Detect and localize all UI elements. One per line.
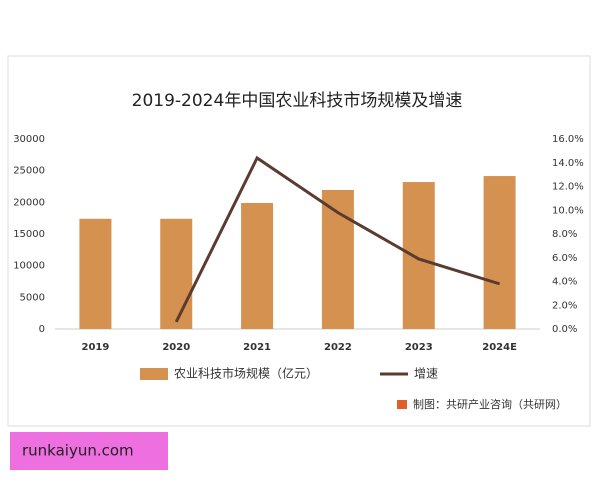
y-tick-label: 30000: [13, 134, 45, 145]
y2-tick-label: 12.0%: [552, 182, 584, 193]
y2-tick-label: 0.0%: [552, 324, 577, 335]
bar: [483, 176, 516, 329]
bar: [241, 202, 274, 329]
bar: [402, 182, 435, 329]
x-tick-label: 2020: [162, 342, 190, 353]
x-tick-label: 2024E: [482, 342, 517, 353]
x-tick-label: 2021: [243, 342, 271, 353]
bar: [79, 218, 112, 329]
watermark-box: [10, 432, 168, 470]
y2-tick-label: 14.0%: [552, 158, 584, 169]
x-tick-label: 2023: [405, 342, 433, 353]
line: [174, 155, 501, 323]
y-tick-label: 5000: [20, 292, 45, 303]
x-tick-label: 2022: [324, 342, 352, 353]
source-icon: [397, 400, 407, 409]
y-tick-label: 10000: [13, 261, 45, 272]
legend-label: 农业科技市场规模（亿元）: [174, 366, 318, 381]
chart-title: 2019-2024年中国农业科技市场规模及增速: [132, 91, 463, 111]
y2-tick-label: 16.0%: [552, 134, 584, 145]
y-tick-label: 15000: [13, 229, 45, 240]
y-tick-label: 25000: [13, 166, 45, 177]
bar: [160, 218, 193, 329]
legend-label: 增速: [414, 367, 438, 381]
y2-tick-label: 8.0%: [552, 229, 577, 240]
y2-tick-label: 6.0%: [552, 253, 577, 264]
legend-swatch: [140, 368, 168, 380]
y2-tick-label: 4.0%: [552, 277, 577, 288]
y-tick-label: 20000: [13, 197, 45, 208]
y-tick-label: 0: [39, 324, 45, 335]
x-tick-label: 2019: [81, 342, 109, 353]
source: 制图：共研产业咨询（共研网）: [413, 397, 567, 411]
watermark: runkaiyun.com: [22, 442, 134, 460]
y2-tick-label: 10.0%: [552, 205, 584, 216]
y2-tick-label: 2.0%: [552, 300, 577, 311]
